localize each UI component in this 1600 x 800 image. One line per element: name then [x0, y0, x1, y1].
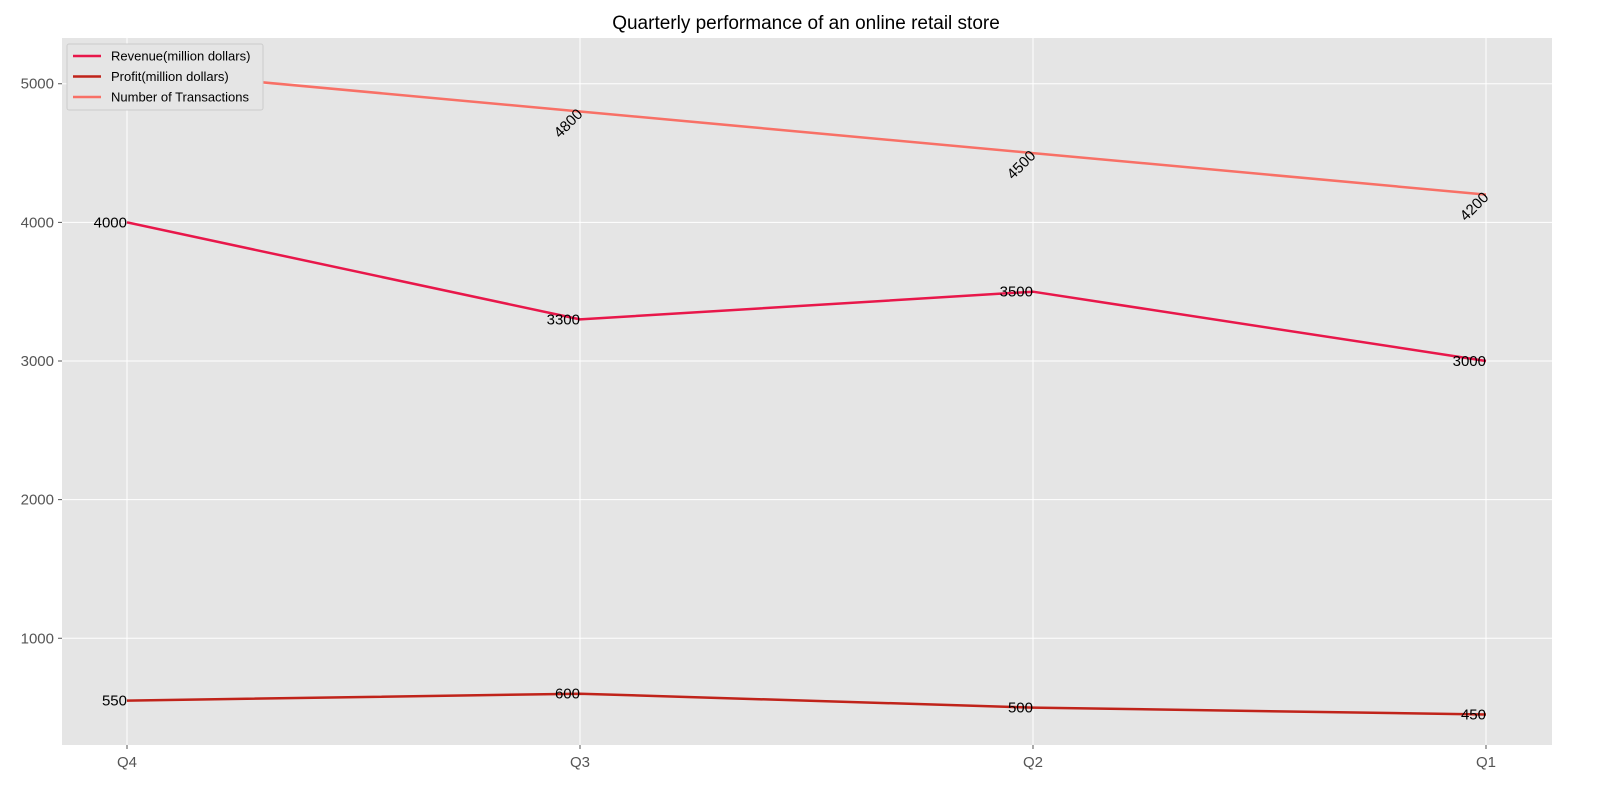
x-axis-ticks: Q4 Q3 Q2 Q1 [117, 745, 1496, 771]
data-label: 4000 [94, 214, 127, 231]
legend-label: Profit(million dollars) [111, 69, 229, 84]
series-line-3 [126, 68, 1487, 196]
legend-label: Revenue(million dollars) [111, 49, 250, 64]
series-lines [126, 68, 1487, 716]
y-axis-ticks: 1000 2000 3000 4000 5000 [21, 76, 62, 647]
y-tick-label: 1000 [21, 630, 54, 647]
x-tick-label: Q3 [570, 754, 590, 771]
data-label: 3300 [547, 311, 580, 328]
data-label: 600 [555, 686, 580, 703]
data-label: 3000 [1453, 353, 1486, 370]
data-label: 3500 [1000, 284, 1033, 301]
legend-label: Number of Transactions [111, 90, 250, 105]
data-label: 550 [102, 693, 127, 710]
legend-box [66, 43, 264, 111]
y-tick-label: 2000 [21, 492, 54, 509]
y-tick-label: 3000 [21, 353, 54, 370]
grid-lines [62, 38, 1552, 745]
plot-area [62, 38, 1552, 745]
x-tick-label: Q4 [117, 754, 137, 771]
data-label: 450 [1461, 707, 1486, 724]
chart-title: Quarterly performance of an online retai… [612, 13, 1000, 34]
data-label: 500 [1008, 700, 1033, 717]
legend: Revenue(million dollars) Profit(million d… [66, 43, 264, 111]
series-line-2 [126, 692, 1487, 716]
x-tick-label: Q1 [1476, 754, 1496, 771]
y-tick-label: 4000 [21, 214, 54, 231]
series-line-1 [126, 221, 1487, 363]
x-tick-label: Q2 [1023, 754, 1043, 771]
y-tick-label: 5000 [21, 76, 54, 93]
